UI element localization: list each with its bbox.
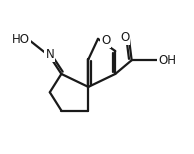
Text: HO: HO (12, 33, 30, 46)
Text: O: O (101, 34, 110, 47)
Text: N: N (45, 48, 54, 61)
Text: OH: OH (158, 54, 176, 67)
Text: O: O (120, 31, 130, 44)
